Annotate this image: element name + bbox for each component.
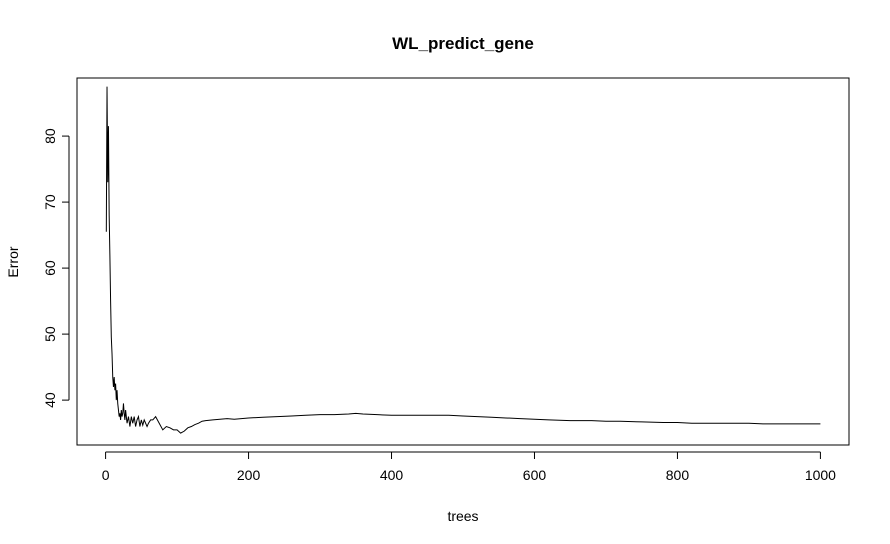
y-axis-label: Error xyxy=(5,246,21,277)
chart-title: WL_predict_gene xyxy=(392,34,534,53)
x-axis: 0 200 400 600 800 1000 xyxy=(102,451,836,483)
y-tick-label: 60 xyxy=(42,260,58,276)
plot-frame xyxy=(76,77,850,446)
x-tick-label: 800 xyxy=(666,467,690,483)
y-tick-label: 40 xyxy=(42,392,58,408)
x-axis-label: trees xyxy=(447,508,478,524)
x-tick-label: 400 xyxy=(380,467,404,483)
error-series-line xyxy=(105,86,821,434)
x-tick-label: 600 xyxy=(523,467,547,483)
x-tick-label: 200 xyxy=(237,467,261,483)
x-tick-label: 0 xyxy=(102,467,110,483)
y-axis: 40 50 60 70 80 xyxy=(42,128,70,408)
y-tick-label: 80 xyxy=(42,128,58,144)
y-tick-label: 50 xyxy=(42,326,58,342)
y-tick-label: 70 xyxy=(42,194,58,210)
x-tick-label: 1000 xyxy=(805,467,836,483)
